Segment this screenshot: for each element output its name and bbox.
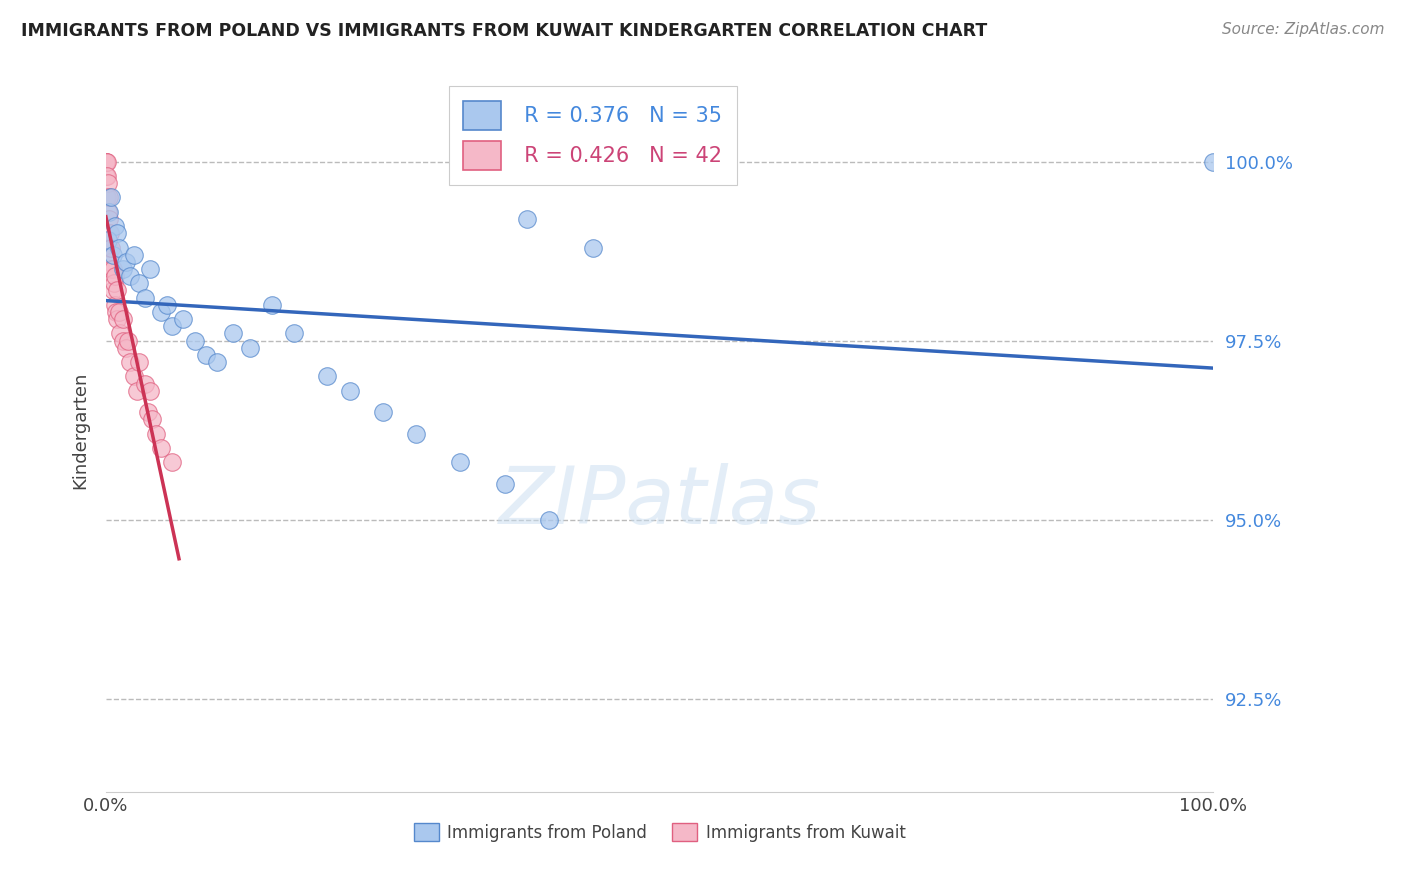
Point [145, 426, 167, 441]
Point [339, 384, 361, 398]
Point [156, 298, 179, 312]
Point [104, 219, 127, 233]
Point [98, 204, 121, 219]
Point [110, 326, 132, 341]
Point [94, 190, 117, 204]
Point [108, 240, 131, 254]
Point [100, 190, 122, 204]
Point [162, 319, 184, 334]
Point [105, 226, 128, 240]
Point [122, 248, 145, 262]
Point [98, 211, 121, 226]
Point [117, 334, 139, 348]
Point [97, 233, 120, 247]
Point [239, 341, 262, 355]
Point [125, 384, 148, 398]
Point [101, 284, 124, 298]
Point [97, 204, 120, 219]
Point [122, 369, 145, 384]
Point [98, 240, 121, 254]
Point [97, 176, 120, 190]
Point [98, 255, 121, 269]
Point [108, 305, 131, 319]
Point [101, 262, 124, 277]
Legend:   R = 0.376   N = 35,   R = 0.426   N = 42: R = 0.376 N = 35, R = 0.426 N = 42 [449, 87, 737, 185]
Point [139, 262, 162, 277]
Point [1202, 154, 1225, 169]
Point [449, 455, 471, 469]
Point [111, 312, 134, 326]
Text: ZIPatlas: ZIPatlas [499, 464, 821, 541]
Point [105, 312, 128, 326]
Point [139, 384, 162, 398]
Point [371, 405, 394, 419]
Point [150, 305, 173, 319]
Y-axis label: Kindergarten: Kindergarten [72, 371, 89, 489]
Point [94, 154, 117, 169]
Point [205, 355, 228, 369]
Point [94, 169, 117, 183]
Point [96, 190, 118, 204]
Point [101, 248, 124, 262]
Point [104, 269, 127, 284]
Point [103, 277, 125, 291]
Point [100, 240, 122, 254]
Point [111, 334, 134, 348]
Point [105, 284, 128, 298]
Text: Source: ZipAtlas.com: Source: ZipAtlas.com [1222, 22, 1385, 37]
Point [134, 291, 156, 305]
Point [494, 476, 516, 491]
Point [120, 355, 142, 369]
Point [136, 405, 159, 419]
Point [98, 226, 121, 240]
Point [94, 154, 117, 169]
Point [260, 298, 283, 312]
Point [128, 277, 150, 291]
Point [222, 326, 245, 341]
Point [100, 262, 122, 277]
Point [98, 190, 121, 204]
Point [115, 255, 138, 269]
Point [183, 334, 205, 348]
Text: IMMIGRANTS FROM POLAND VS IMMIGRANTS FROM KUWAIT KINDERGARTEN CORRELATION CHART: IMMIGRANTS FROM POLAND VS IMMIGRANTS FRO… [21, 22, 987, 40]
Point [194, 348, 217, 362]
Point [162, 455, 184, 469]
Point [582, 240, 605, 254]
Point [316, 369, 339, 384]
Point [172, 312, 194, 326]
Point [104, 305, 127, 319]
Point [150, 441, 173, 455]
Point [405, 426, 427, 441]
Point [283, 326, 305, 341]
Point [141, 412, 163, 426]
Point [104, 298, 127, 312]
Point [120, 269, 142, 284]
Point [128, 355, 150, 369]
Point [537, 513, 560, 527]
Point [96, 154, 118, 169]
Point [516, 211, 538, 226]
Point [96, 169, 118, 183]
Point [94, 154, 117, 169]
Point [111, 262, 134, 277]
Point [134, 376, 156, 391]
Point [115, 341, 138, 355]
